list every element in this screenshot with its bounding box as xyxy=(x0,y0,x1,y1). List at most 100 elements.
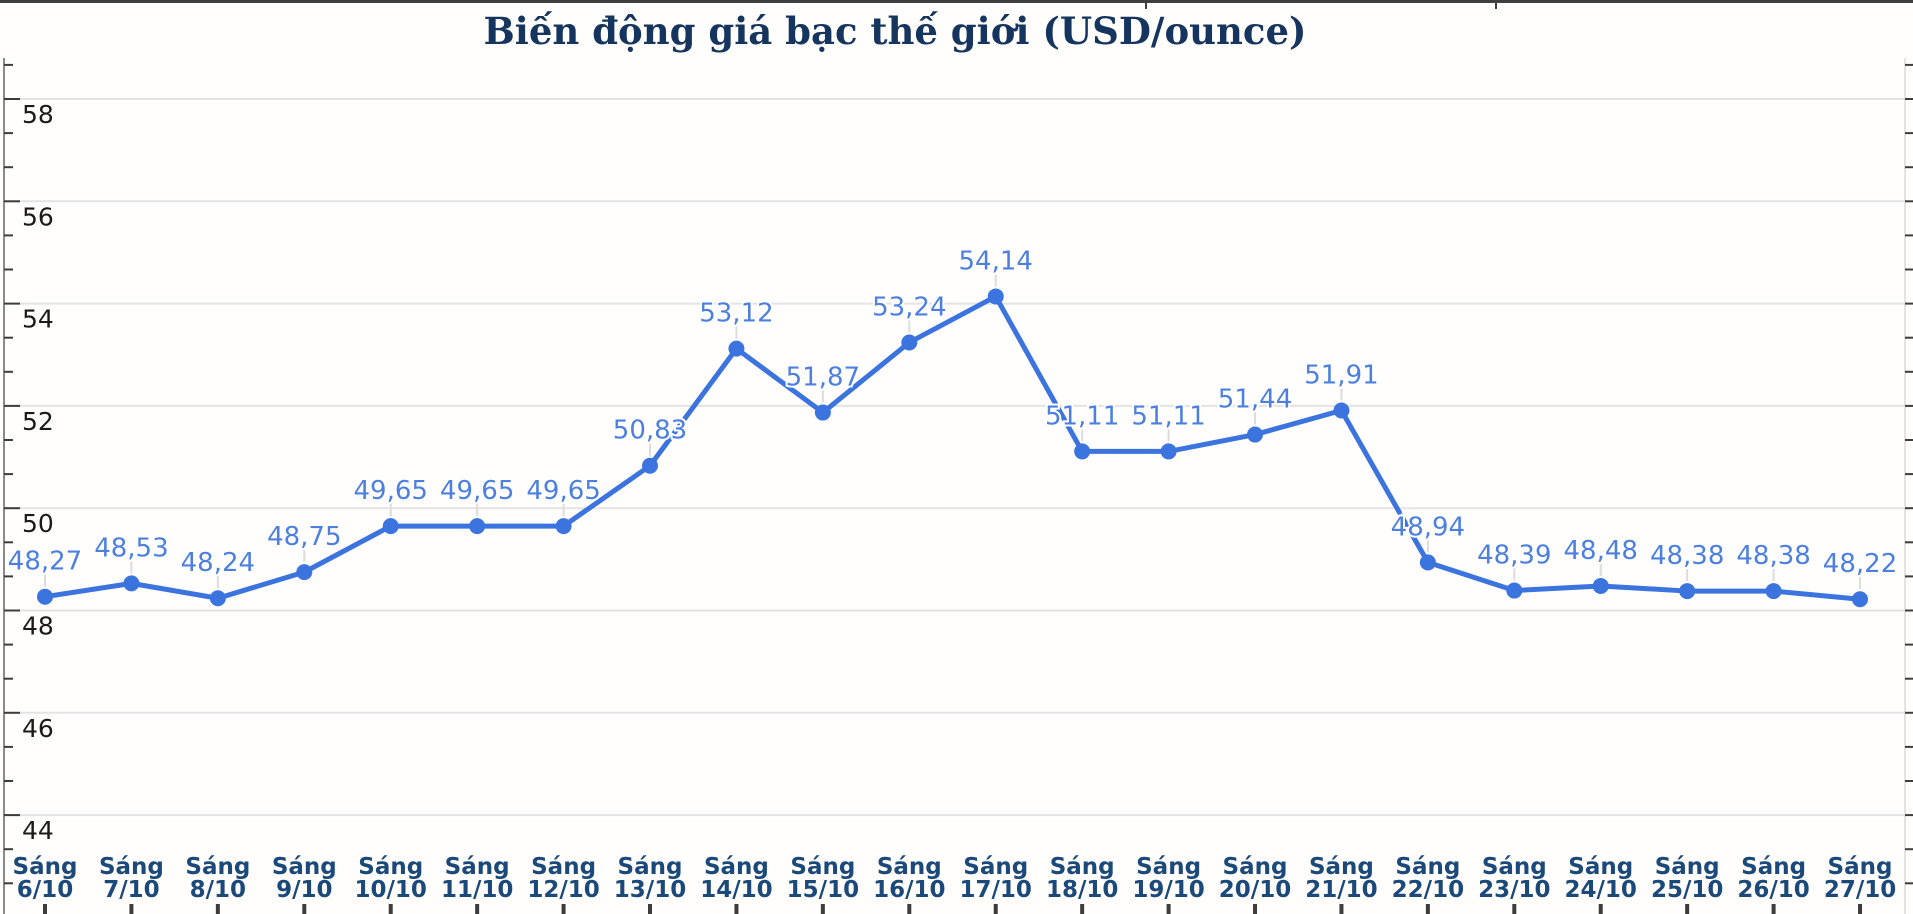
x-axis-label-date-21/10: 21/10 xyxy=(1305,877,1377,903)
data-label-6/10: 48,27 xyxy=(8,547,82,577)
labels-group: 585654525048464448,27Sáng6/1048,53Sáng7/… xyxy=(6,100,1899,903)
data-point-13/10[interactable] xyxy=(642,457,659,474)
x-axis-label-date-26/10: 26/10 xyxy=(1737,877,1809,903)
data-label-11/10: 49,65 xyxy=(440,476,514,506)
x-axis-label-prefix: Sáng xyxy=(1828,854,1893,880)
x-axis-label-prefix: Sáng xyxy=(1050,854,1115,880)
y-axis-label-44: 44 xyxy=(22,816,54,845)
x-axis-label-prefix: Sáng xyxy=(790,854,855,880)
data-point-6/10[interactable] xyxy=(37,588,53,605)
x-axis-label-prefix: Sáng xyxy=(1741,854,1806,880)
data-point-21/10[interactable] xyxy=(1333,402,1350,419)
x-axis-label-date-15/10: 15/10 xyxy=(787,877,859,903)
data-point-20/10[interactable] xyxy=(1247,426,1264,443)
data-point-17/10[interactable] xyxy=(987,288,1004,305)
data-label-26/10: 48,38 xyxy=(1736,541,1810,571)
x-axis-label-date-17/10: 17/10 xyxy=(960,877,1032,903)
y-axis-label-48: 48 xyxy=(22,612,54,641)
data-label-8/10: 48,24 xyxy=(181,548,255,578)
gridlines-group xyxy=(4,98,1905,817)
data-label-10/10: 49,65 xyxy=(354,476,428,506)
x-axis-label-date-25/10: 25/10 xyxy=(1651,877,1723,903)
x-axis-label-date-14/10: 14/10 xyxy=(700,877,772,903)
data-point-14/10[interactable] xyxy=(728,340,745,357)
x-axis-label-prefix: Sáng xyxy=(1655,854,1720,880)
series-line-silver xyxy=(42,293,1863,602)
top-border-line xyxy=(0,0,1913,3)
data-point-9/10[interactable] xyxy=(296,564,313,581)
x-axis-label-date-18/10: 18/10 xyxy=(1046,877,1118,903)
x-axis-label-prefix: Sáng xyxy=(1223,854,1288,880)
data-label-13/10: 50,83 xyxy=(613,416,687,446)
data-label-9/10: 48,75 xyxy=(267,522,341,552)
data-point-23/10[interactable] xyxy=(1506,582,1523,599)
data-label-23/10: 48,39 xyxy=(1477,541,1551,571)
x-axis-label-prefix: Sáng xyxy=(877,854,942,880)
x-axis-label-prefix: Sáng xyxy=(1395,854,1460,880)
x-axis-label-prefix: Sáng xyxy=(531,854,596,880)
data-label-18/10: 51,11 xyxy=(1045,401,1119,431)
x-axis-label-date-10/10: 10/10 xyxy=(355,877,427,903)
data-point-8/10[interactable] xyxy=(209,590,226,607)
data-label-14/10: 53,12 xyxy=(699,299,773,329)
x-axis-label-prefix: Sáng xyxy=(445,854,510,880)
x-axis-label-date-9/10: 9/10 xyxy=(276,877,332,903)
top-border-tick-2 xyxy=(1495,0,1497,9)
x-axis-label-date-20/10: 20/10 xyxy=(1219,877,1291,903)
data-point-7/10[interactable] xyxy=(123,575,140,592)
x-axis-label-date-27/10: 27/10 xyxy=(1824,877,1896,903)
x-axis-label-date-16/10: 16/10 xyxy=(873,877,945,903)
data-label-15/10: 51,87 xyxy=(786,363,860,393)
data-point-15/10[interactable] xyxy=(814,404,831,421)
x-axis-label-prefix: Sáng xyxy=(358,854,423,880)
data-point-11/10[interactable] xyxy=(469,518,486,535)
y-axis-label-56: 56 xyxy=(22,202,54,231)
x-axis-label-date-11/10: 11/10 xyxy=(441,877,513,903)
y-axis-label-46: 46 xyxy=(22,714,54,743)
y-axis-label-50: 50 xyxy=(22,509,54,538)
data-label-24/10: 48,48 xyxy=(1564,536,1638,566)
x-axis-label-date-8/10: 8/10 xyxy=(190,877,246,903)
data-point-24/10[interactable] xyxy=(1592,577,1609,594)
data-point-27/10[interactable] xyxy=(1852,591,1869,608)
series-group xyxy=(37,264,1869,608)
x-axis-label-prefix: Sáng xyxy=(99,854,164,880)
x-axis-label-prefix: Sáng xyxy=(704,854,769,880)
data-label-22/10: 48,94 xyxy=(1391,512,1465,542)
data-label-27/10: 48,22 xyxy=(1823,549,1897,579)
data-label-21/10: 51,91 xyxy=(1304,361,1378,391)
x-axis-label-prefix: Sáng xyxy=(618,854,683,880)
x-axis-label-prefix: Sáng xyxy=(1136,854,1201,880)
data-point-12/10[interactable] xyxy=(555,518,572,535)
data-label-17/10: 54,14 xyxy=(959,246,1033,276)
x-axis-label-date-23/10: 23/10 xyxy=(1478,877,1550,903)
x-axis-label-date-22/10: 22/10 xyxy=(1392,877,1464,903)
x-axis-label-prefix: Sáng xyxy=(1568,854,1633,880)
data-point-18/10[interactable] xyxy=(1074,443,1091,460)
x-axis-label-date-24/10: 24/10 xyxy=(1565,877,1637,903)
y-axis-label-52: 52 xyxy=(22,407,54,436)
y-axis-label-54: 54 xyxy=(22,305,54,334)
x-axis-label-prefix: Sáng xyxy=(1309,854,1374,880)
data-label-16/10: 53,24 xyxy=(872,292,946,322)
data-point-22/10[interactable] xyxy=(1419,554,1436,571)
x-axis-label-date-7/10: 7/10 xyxy=(103,877,159,903)
data-point-25/10[interactable] xyxy=(1679,583,1696,600)
data-point-10/10[interactable] xyxy=(382,518,399,535)
data-point-19/10[interactable] xyxy=(1160,443,1177,460)
data-point-16/10[interactable] xyxy=(901,334,918,351)
data-label-12/10: 49,65 xyxy=(526,476,600,506)
y-axis-label-58: 58 xyxy=(22,100,54,129)
x-axis-label-prefix: Sáng xyxy=(1482,854,1547,880)
x-axis-label-prefix: Sáng xyxy=(272,854,337,880)
data-point-26/10[interactable] xyxy=(1765,583,1782,600)
x-axis-label-prefix: Sáng xyxy=(185,854,250,880)
x-axis-label-prefix: Sáng xyxy=(963,854,1028,880)
x-axis-label-date-13/10: 13/10 xyxy=(614,877,686,903)
chart-title: Biến động giá bạc thế giới (USD/ounce) xyxy=(483,9,1307,53)
data-label-7/10: 48,53 xyxy=(94,533,168,563)
data-label-25/10: 48,38 xyxy=(1650,541,1724,571)
x-axis-label-date-19/10: 19/10 xyxy=(1132,877,1204,903)
